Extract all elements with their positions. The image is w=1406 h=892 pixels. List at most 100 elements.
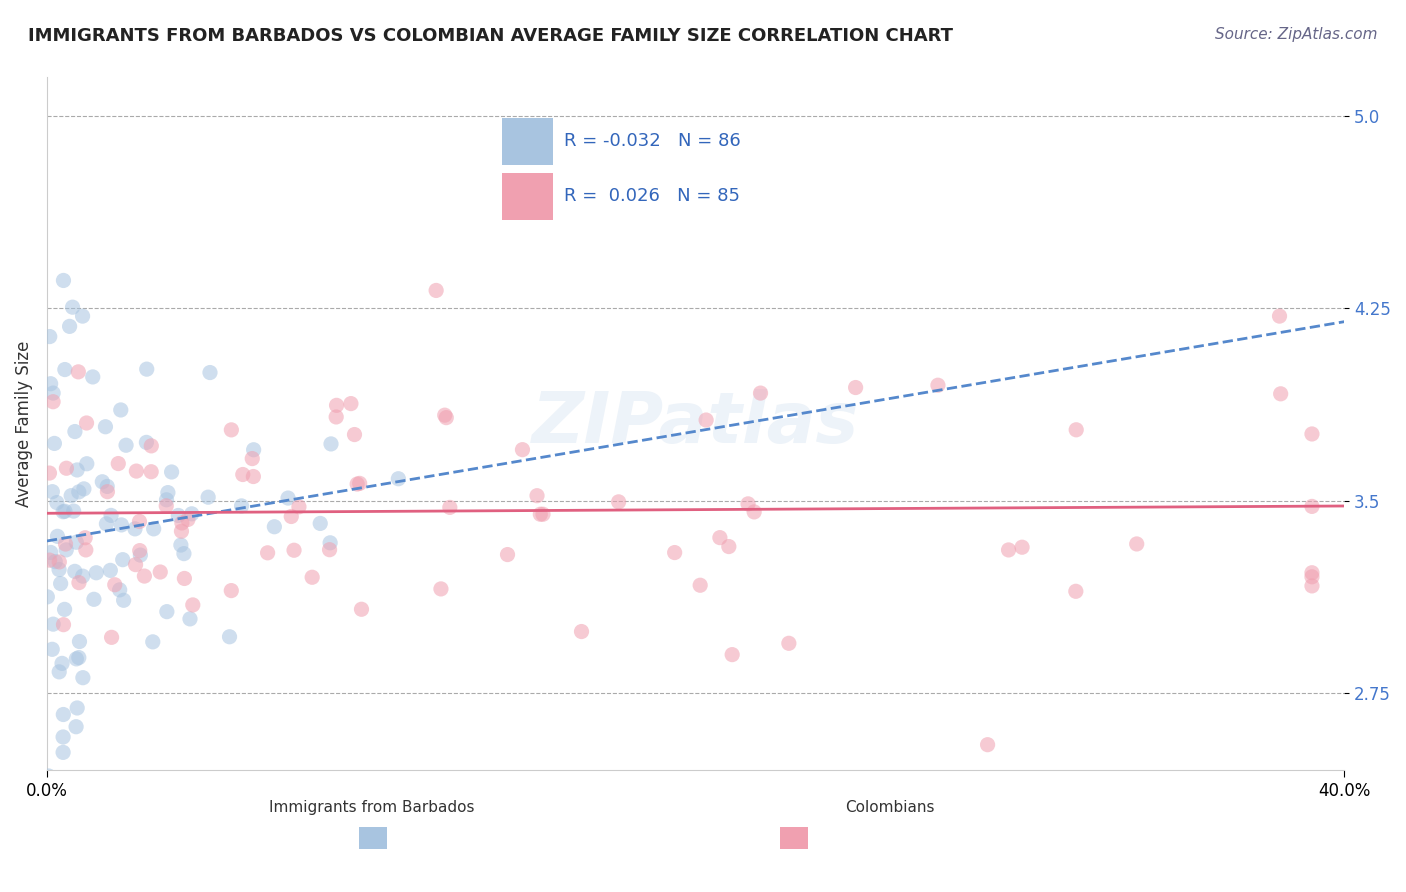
Point — [125, 464, 148, 478]
Point — [256, 546, 278, 560]
Point — [927, 378, 949, 392]
Point — [607, 495, 630, 509]
Point — [46, 529, 69, 543]
Point — [717, 540, 740, 554]
Point — [124, 558, 146, 572]
Point — [737, 497, 759, 511]
Point — [742, 505, 765, 519]
Point — [177, 512, 200, 526]
Point — [69, 634, 91, 648]
Point — [134, 569, 156, 583]
Point — [55, 461, 77, 475]
Point — [52, 273, 75, 287]
Point — [721, 648, 744, 662]
Point — [67, 484, 90, 499]
Point — [433, 408, 456, 422]
Point — [45, 495, 67, 509]
Point — [72, 309, 94, 323]
Point — [100, 508, 122, 523]
Point — [96, 516, 118, 531]
Point — [496, 548, 519, 562]
Point — [181, 598, 204, 612]
Point — [343, 427, 366, 442]
Point — [104, 578, 127, 592]
Point — [221, 583, 243, 598]
Point — [526, 489, 548, 503]
Point — [84, 566, 107, 580]
Point — [52, 505, 75, 519]
Point — [142, 522, 165, 536]
Point — [277, 491, 299, 505]
Point — [42, 617, 65, 632]
Text: Immigrants from Barbados: Immigrants from Barbados — [269, 800, 474, 815]
Point — [156, 605, 179, 619]
Point — [76, 416, 98, 430]
Point — [82, 370, 104, 384]
Point — [141, 465, 163, 479]
Point — [242, 469, 264, 483]
Point — [689, 578, 711, 592]
Point — [100, 631, 122, 645]
Point — [1301, 500, 1323, 514]
Point — [180, 507, 202, 521]
Point — [44, 436, 66, 450]
Text: Source: ZipAtlas.com: Source: ZipAtlas.com — [1215, 27, 1378, 42]
Point — [263, 520, 285, 534]
Point — [349, 476, 371, 491]
Point — [51, 657, 73, 671]
Point — [325, 398, 347, 412]
Point — [42, 394, 65, 409]
Point — [240, 451, 263, 466]
Text: ZIPatlas: ZIPatlas — [531, 390, 859, 458]
Point — [142, 635, 165, 649]
Point — [434, 410, 457, 425]
Point — [288, 500, 311, 514]
Point — [1270, 386, 1292, 401]
Text: IMMIGRANTS FROM BARBADOS VS COLOMBIAN AVERAGE FAMILY SIZE CORRELATION CHART: IMMIGRANTS FROM BARBADOS VS COLOMBIAN AV… — [28, 27, 953, 45]
Point — [72, 671, 94, 685]
Point — [75, 543, 97, 558]
Point — [845, 380, 868, 394]
Point — [52, 745, 75, 759]
Point — [65, 720, 87, 734]
Point — [155, 499, 177, 513]
Point — [66, 463, 89, 477]
Point — [749, 386, 772, 401]
Point — [39, 545, 62, 559]
Point — [664, 545, 686, 559]
Point — [173, 547, 195, 561]
Point — [72, 569, 94, 583]
Point — [1011, 540, 1033, 554]
Point — [1064, 423, 1087, 437]
Point — [170, 516, 193, 530]
Point — [198, 366, 221, 380]
Point — [531, 508, 554, 522]
Point — [111, 552, 134, 566]
Point — [997, 543, 1019, 558]
Point — [38, 553, 60, 567]
Point — [39, 376, 62, 391]
Point — [96, 484, 118, 499]
Point — [38, 329, 60, 343]
Point — [318, 542, 340, 557]
Point — [96, 479, 118, 493]
Point — [65, 652, 87, 666]
Point — [60, 489, 83, 503]
Point — [387, 472, 409, 486]
Point — [91, 475, 114, 489]
Point — [44, 555, 66, 569]
Point — [170, 524, 193, 539]
Y-axis label: Average Family Size: Average Family Size — [15, 341, 32, 507]
Point — [1301, 427, 1323, 442]
Point — [73, 482, 96, 496]
Point — [325, 409, 347, 424]
Point — [197, 490, 219, 504]
Point — [63, 565, 86, 579]
Point — [110, 517, 132, 532]
Text: Colombians: Colombians — [845, 800, 935, 815]
Point — [48, 665, 70, 679]
Point — [346, 477, 368, 491]
Point — [280, 509, 302, 524]
Point — [110, 403, 132, 417]
Point — [173, 571, 195, 585]
